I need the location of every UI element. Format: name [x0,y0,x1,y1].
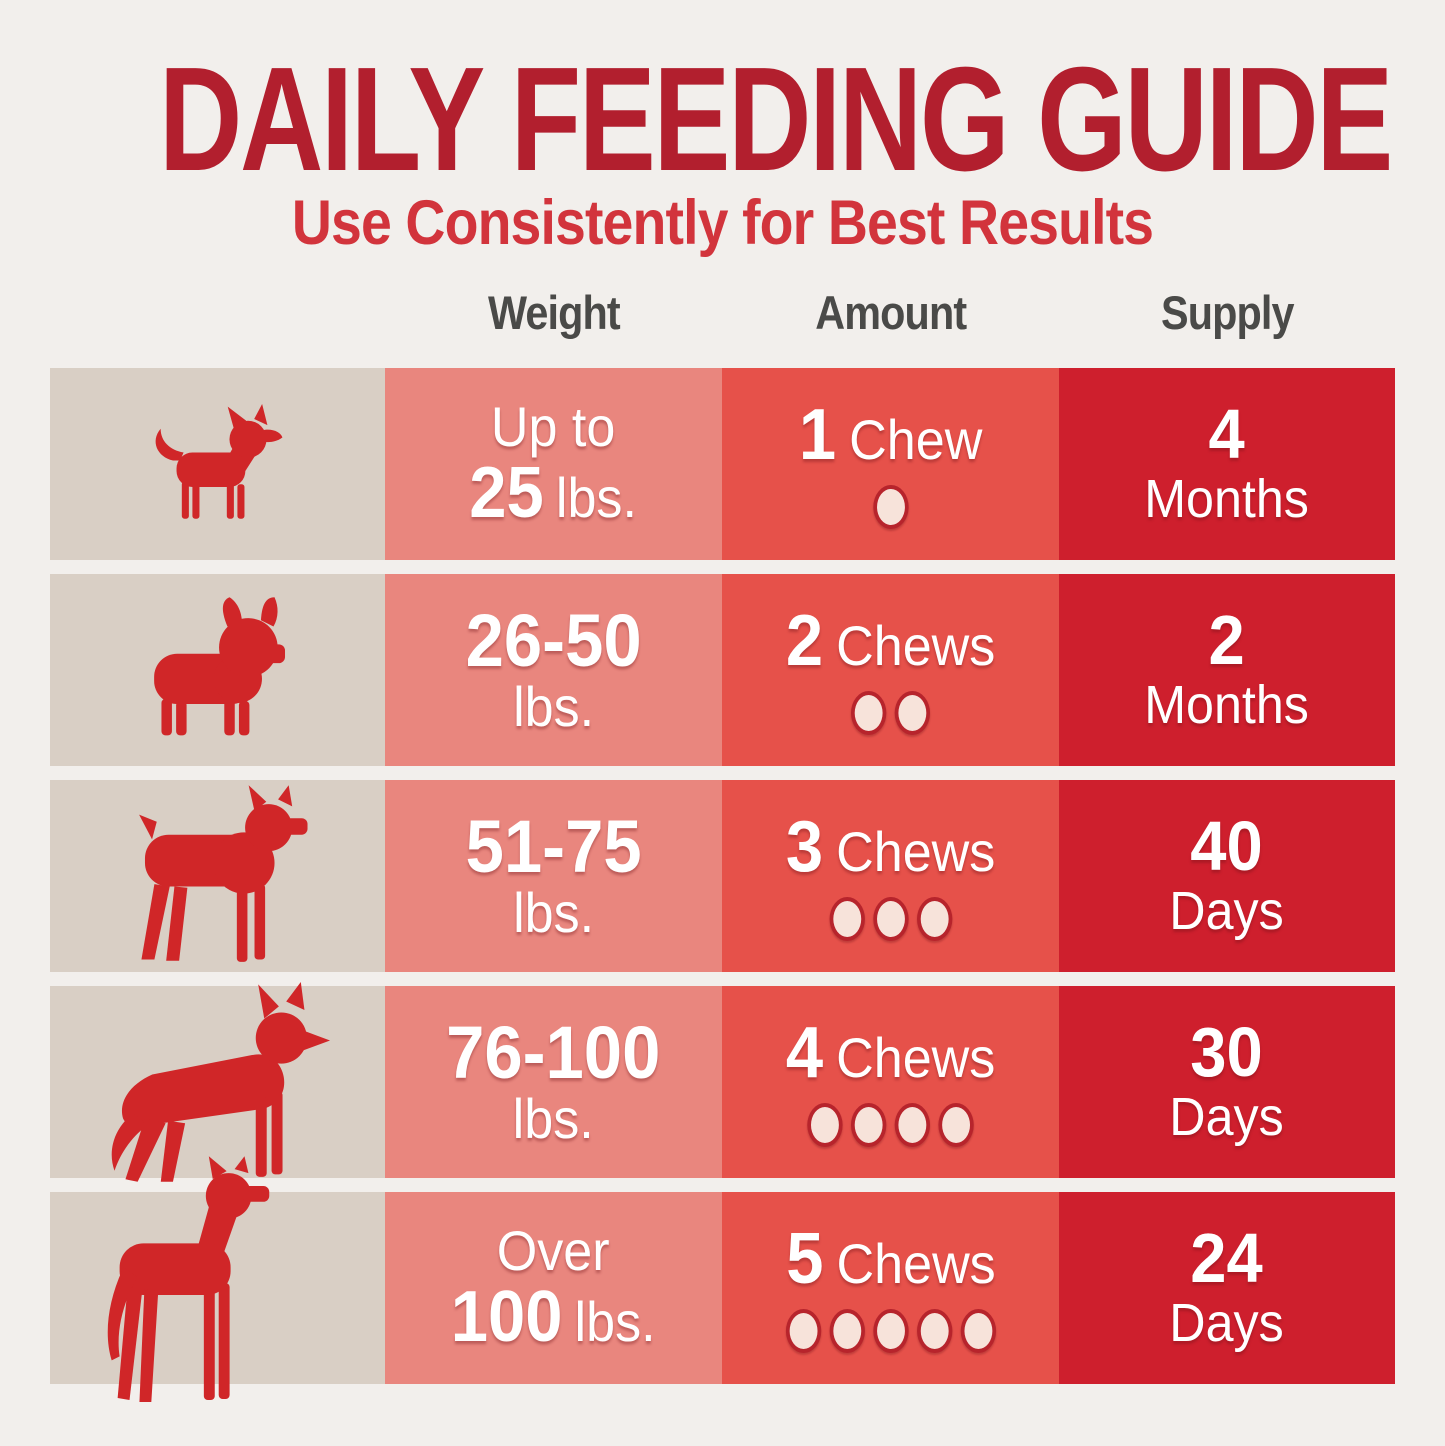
dog-cell-row5 [50,1156,385,1402]
supply-cell-row2: 2 Months [1059,574,1395,766]
amount-value: 4 [785,1013,824,1094]
weight-value: 76-100 [446,1010,661,1094]
supply-unit: Days [1169,1087,1285,1147]
dog-cell-row2 [50,574,385,766]
amount-value: 3 [785,807,824,888]
amount-label: Chews [836,614,996,678]
weight-prefix: Over [497,1218,610,1282]
chew-dot [872,484,909,529]
french-bulldog-icon [153,596,285,735]
dog-cell-row4 [50,981,385,1182]
weight-unit: lbs. [556,465,638,529]
supply-cell-row3: 40 Days [1059,780,1395,972]
page-title: DAILY FEEDING GUIDE [158,37,1393,202]
amount-label: Chews [836,820,996,884]
amount-cell-row4: 4 Chews [722,986,1059,1178]
column-header-spacer [50,274,385,354]
weight-cell-row2: 26-50 lbs. [385,574,722,766]
chew-dot [785,1308,821,1353]
amount-value: 1 [798,395,837,476]
chew-dot [850,690,887,735]
amount-label: Chews [836,1232,996,1296]
weight-value: 25 [469,452,545,533]
supply-unit: Months [1144,675,1310,735]
chihuahua-icon [155,404,282,519]
supply-value: 40 [1190,806,1264,885]
feeding-table: Weight Amount Supply [50,274,1395,1402]
chew-dots [785,1308,996,1353]
amount-label: Chews [836,1026,996,1090]
great-dane-icon [107,1156,270,1402]
german-shepherd-icon [111,981,330,1182]
weight-prefix: Up to [491,394,616,458]
chew-dot [916,1308,952,1353]
supply-cell-row4: 30 Days [1059,986,1395,1178]
chew-dots [829,896,952,941]
weight-value: 26-50 [465,598,642,682]
amount-cell-row3: 3 Chews [722,780,1059,972]
weight-unit: lbs. [512,675,595,739]
chew-dot [850,1102,887,1147]
supply-value: 24 [1190,1218,1264,1297]
chew-dots [807,1102,974,1147]
amount-label: Chew [849,408,983,472]
weight-unit: lbs. [512,1087,595,1151]
column-header-amount: Amount [815,286,967,339]
amount-cell-row1: 1 Chew [722,368,1059,560]
page-subtitle: Use Consistently for Best Results [291,188,1154,258]
supply-unit: Months [1144,469,1310,529]
weight-cell-row5: Over 100 lbs. [385,1192,722,1384]
chew-dot [916,896,952,941]
chew-dot [807,1102,843,1147]
amount-value: 5 [785,1219,824,1300]
supply-cell-row1: 4 Months [1059,368,1395,560]
chew-dot [872,1308,909,1353]
column-header-supply: Supply [1160,286,1294,339]
dog-cell-row1 [50,368,385,560]
chew-dot [829,896,865,941]
supply-unit: Days [1169,881,1285,941]
weight-unit: lbs. [512,881,595,945]
supply-cell-row5: 24 Days [1059,1192,1395,1384]
supply-unit: Days [1169,1293,1285,1353]
chew-dot [960,1308,996,1353]
chew-dot [894,690,931,735]
weight-cell-row3: 51-75 lbs. [385,780,722,972]
chew-dot [829,1308,865,1353]
supply-value: 30 [1190,1012,1264,1091]
chew-dots [850,690,931,735]
chew-dot [894,1102,931,1147]
dog-cell-row3 [50,780,385,972]
weight-value: 51-75 [465,804,642,888]
weight-value: 100 [451,1276,563,1357]
weight-cell-row1: Up to 25 lbs. [385,368,722,560]
chew-dot [872,896,909,941]
amount-cell-row2: 2 Chews [722,574,1059,766]
column-header-weight: Weight [487,286,621,339]
amount-value: 2 [785,601,824,682]
chew-dot [938,1102,974,1147]
boxer-icon [138,784,308,962]
weight-unit: lbs. [574,1289,656,1353]
amount-cell-row5: 5 Chews [722,1192,1059,1384]
chew-dots [872,484,909,529]
supply-value: 2 [1208,600,1246,679]
weight-cell-row4: 76-100 lbs. [385,986,722,1178]
supply-value: 4 [1208,394,1246,473]
